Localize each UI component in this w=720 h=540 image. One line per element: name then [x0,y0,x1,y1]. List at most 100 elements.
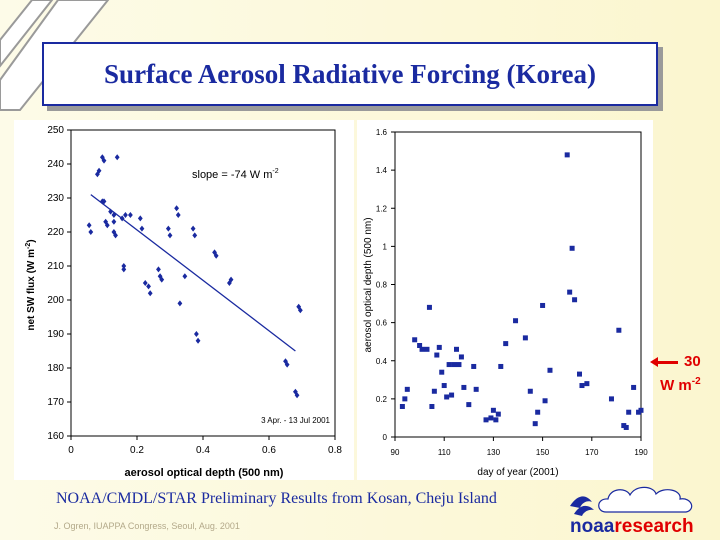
data-point [436,344,442,350]
data-point [461,384,467,390]
data-point [228,276,234,283]
data-point [174,205,179,212]
data-point [473,386,479,392]
data-point [182,273,188,280]
data-point [623,424,629,430]
data-point [540,302,546,308]
data-point [156,266,161,273]
data-point [424,346,430,352]
regression-line [90,194,296,352]
data-point [513,318,519,324]
data-point [177,300,183,307]
data-point [284,361,290,368]
data-point [547,367,553,373]
data-point [431,388,437,394]
data-point [137,215,143,222]
data-point [128,212,133,218]
data-point [527,388,533,394]
data-point [167,232,173,239]
data-point [638,407,644,413]
data-point [419,346,425,352]
data-point [190,225,196,232]
data-point [535,409,541,415]
flux-vs-aod-panel: 160 170 180 190 200 210 220 230 240 250 0 0.2 0.4 0.… [14,120,354,480]
y-tick-label: 170 [47,397,64,408]
aod-vs-day-chart: 0 0.2 0.4 0.6 0.8 1 1.2 1.4 1.6 90 110 130 150 170 19… [363,128,648,478]
data-point [283,358,288,365]
credit-line: J. Ogren, IUAPPA Congress, Seoul, Aug. 2… [54,521,240,531]
data-point [297,307,303,314]
x-tick-label: 110 [438,448,451,457]
data-point [213,252,219,259]
data-point [121,263,127,269]
data-point [103,218,109,225]
data-point [146,283,151,290]
data-point [86,222,92,229]
data-point [471,363,477,369]
data-point [111,218,117,225]
y-tick-label: 0 [383,433,388,442]
arrow-shaft [658,360,678,364]
data-point [564,152,570,158]
data-point [412,337,418,343]
data-point [159,276,165,283]
data-point [584,381,590,387]
data-point [441,383,447,389]
data-point [608,396,614,402]
forcing-value: 30 [684,353,701,370]
data-point [147,290,153,297]
data-point [101,157,107,164]
plot-area [70,129,336,437]
data-point [294,392,300,399]
data-point [194,331,199,337]
x-tick-label: 170 [585,448,599,457]
data-point [104,222,110,229]
title-box: Surface Aerosol Radiative Forcing (Korea… [42,42,658,106]
y-tick-label: 210 [47,261,64,272]
date-range-label: 3 Apr. - 13 Jul 2001 [261,416,330,425]
data-point [111,229,117,235]
y-tick-label: 180 [47,363,64,374]
data-point [192,232,198,239]
data-point [454,346,459,352]
y-tick-label: 220 [47,227,64,238]
data-point [503,341,509,347]
x-tick-label: 130 [487,448,501,457]
data-point [114,154,120,161]
y-tick-label: 1.6 [376,128,388,137]
forcing-annotation: 30 W m-2 [650,352,701,396]
x-axis-label: aerosol optical depth (500 nm) [125,467,284,479]
svg-text:noaaresearch: noaaresearch [570,516,694,537]
data-point [449,392,455,398]
footer-caption: NOAA/CMDL/STAR Preliminary Results from … [56,490,497,507]
x-axis-label: day of year (2001) [477,467,558,478]
data-point [121,266,127,273]
y-tick-label: 1.4 [376,166,388,175]
data-point [175,212,181,218]
data-point [483,417,489,423]
data-point [631,384,637,390]
data-point [402,396,408,402]
x-tick-label: 90 [391,448,400,457]
data-point [96,167,102,174]
data-point [434,352,440,358]
wave-icon [570,496,594,516]
data-point [108,208,113,215]
data-point [579,383,585,389]
y-axis-label: aerosol optical depth (500 nm) [363,217,374,352]
slide-title: Surface Aerosol Radiative Forcing (Korea… [104,58,596,89]
aod-vs-day-panel: 0 0.2 0.4 0.6 0.8 1 1.2 1.4 1.6 90 110 130 150 170 19… [357,120,653,480]
data-point [493,417,499,423]
data-point [572,297,578,303]
data-point [439,369,445,375]
y-axis-label: net SW flux (W m-2) [25,239,37,330]
data-point [99,154,105,161]
flux-vs-aod-chart: 160 170 180 190 200 210 220 230 240 250 0 0.2 0.4 0.… [25,125,342,479]
data-point [567,289,573,295]
x-tick-label: 0.4 [196,445,210,456]
y-tick-label: 240 [47,159,64,170]
y-tick-label: 250 [47,125,64,136]
y-tick-label: 1 [383,242,388,251]
data-point [626,409,632,415]
data-point [498,363,504,369]
